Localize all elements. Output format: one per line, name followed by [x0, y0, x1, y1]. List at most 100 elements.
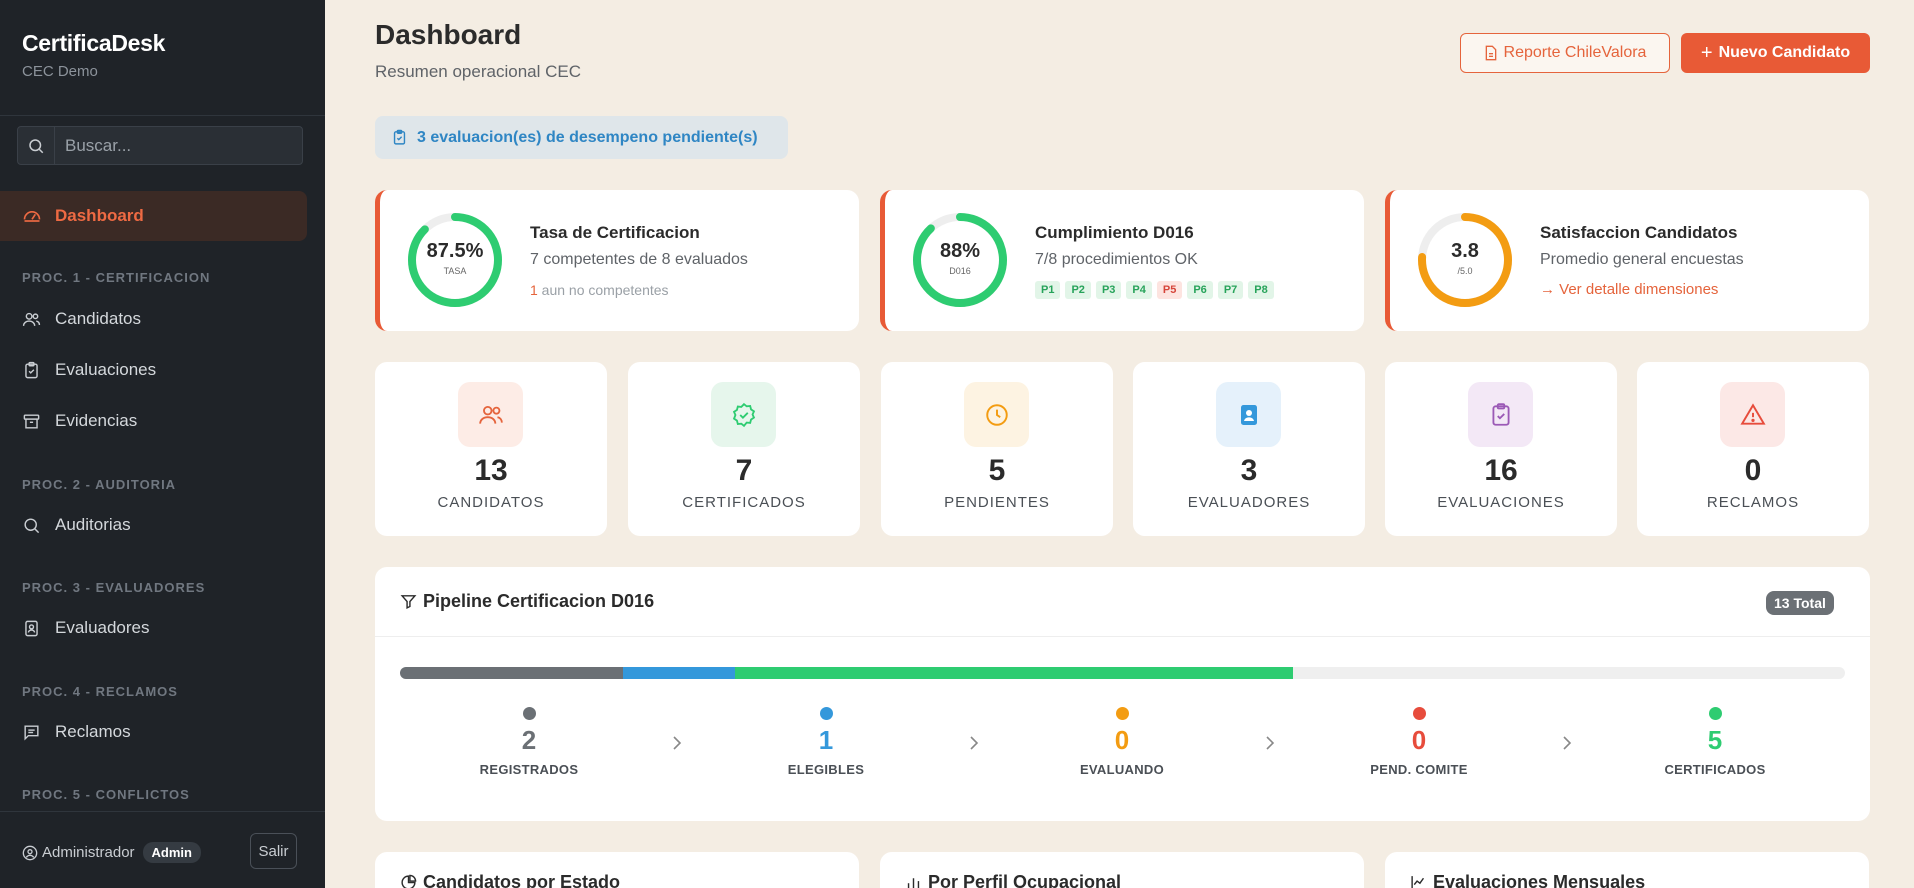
- stage-dot: [819, 707, 833, 720]
- card-perfil-ocupacional: Por Perfil Ocupacional: [880, 852, 1364, 888]
- kpi-title: Tasa de Certificacion: [530, 223, 700, 242]
- satisfaccion-value: 3.8: [1451, 240, 1479, 262]
- kpi-title: Satisfaccion Candidatos: [1540, 223, 1738, 242]
- sidebar-item-auditorias[interactable]: Auditorias: [22, 515, 131, 535]
- section-certificacion: PROC. 1 - CERTIFICACION: [22, 270, 211, 285]
- segment-certificados: [734, 667, 1293, 679]
- chip-p4[interactable]: P4: [1126, 281, 1152, 299]
- stage-value: 0: [1411, 725, 1427, 755]
- pipeline-header: Pipeline Certificacion D016 13 Total: [375, 567, 1870, 637]
- sidebar-item-label: Evidencias: [55, 411, 138, 430]
- stage-registrados[interactable]: 2 REGISTRADOS: [429, 707, 629, 777]
- stage-label: EVALUANDO: [1079, 762, 1165, 777]
- user-info: Administrador Admin: [22, 842, 201, 863]
- sidebar-item-evaluadores[interactable]: Evaluadores: [22, 618, 150, 638]
- sidebar-item-dashboard[interactable]: Dashboard: [0, 191, 307, 241]
- kpi-subtitle: Promedio general encuestas: [1540, 251, 1744, 268]
- chip-p5[interactable]: P5: [1156, 281, 1183, 299]
- tasa-value: 87.5%: [426, 240, 484, 262]
- stage-label: PEND. COMITE: [1370, 762, 1468, 777]
- pipeline-progress-bar: [400, 667, 1845, 679]
- stat-card-certificados[interactable]: 7 CERTIFICADOS: [628, 362, 860, 536]
- sidebar-item-evidencias[interactable]: Evidencias: [22, 411, 137, 431]
- pipeline-total-badge: 13 Total: [1766, 591, 1834, 615]
- sidebar-item-label: Evaluadores: [55, 618, 150, 637]
- stat-card-candidatos[interactable]: 13 CANDIDATOS: [375, 362, 607, 536]
- users-icon: [458, 382, 523, 447]
- pipeline-title: Pipeline Certificacion D016: [400, 591, 654, 612]
- badge-check-icon: [711, 382, 776, 447]
- kpi-card-d016: 88% D016 Cumplimiento D016 7/8 procedimi…: [880, 190, 1364, 331]
- stage-evaluando[interactable]: 0 EVALUANDO: [1022, 707, 1222, 777]
- sidebar-item-label: Reclamos: [55, 722, 131, 741]
- pending-alert[interactable]: 3 evaluacion(es) de desempeno pendiente(…: [375, 116, 788, 159]
- sidebar-item-label: Candidatos: [55, 309, 142, 328]
- report-button-label: Reporte ChileValora: [1503, 44, 1647, 61]
- stat-card-reclamos[interactable]: 0 RECLAMOS: [1637, 362, 1869, 536]
- chip-p8[interactable]: P8: [1248, 281, 1274, 299]
- archive-icon: [23, 413, 40, 429]
- stat-card-evaluadores[interactable]: 3 EVALUADORES: [1133, 362, 1365, 536]
- search-box: [17, 126, 303, 165]
- stat-label: EVALUADORES: [1187, 494, 1311, 511]
- chevron-right-icon: [970, 736, 979, 750]
- sidebar: CertificaDesk CEC Demo Dashboard PROC. 1…: [0, 0, 325, 888]
- d016-gauge-label: D016: [949, 266, 971, 276]
- chip-p2[interactable]: P2: [1065, 281, 1091, 299]
- sidebar-item-evaluaciones[interactable]: Evaluaciones: [22, 360, 156, 380]
- section-reclamos: PROC. 4 - RECLAMOS: [22, 684, 178, 699]
- sidebar-item-reclamos[interactable]: Reclamos: [22, 722, 131, 742]
- stat-value: 13: [474, 454, 508, 487]
- stat-card-evaluaciones[interactable]: 16 EVALUACIONES: [1385, 362, 1617, 536]
- chip-p7[interactable]: P7: [1217, 281, 1244, 299]
- clipboard-check-icon: [25, 361, 38, 378]
- card-title-text: Candidatos por Estado: [423, 872, 621, 888]
- section-conflictos: PROC. 5 - CONFLICTOS: [22, 787, 190, 802]
- stage-comite[interactable]: 0 PEND. COMITE: [1319, 707, 1519, 777]
- stat-value: 16: [1484, 454, 1518, 487]
- sidebar-item-candidatos[interactable]: Candidatos: [22, 309, 141, 329]
- logout-button[interactable]: Salir: [250, 833, 297, 869]
- stage-elegibles[interactable]: 1 ELEGIBLES: [726, 707, 926, 777]
- dimension-detail-link[interactable]: → Ver detalle dimensiones: [1540, 281, 1719, 298]
- card-title: Por Perfil Ocupacional: [905, 872, 1121, 888]
- stage-dot: [1412, 707, 1426, 720]
- users-icon: [22, 312, 41, 326]
- stat-card-pendientes[interactable]: 5 PENDIENTES: [881, 362, 1113, 536]
- role-badge: Admin: [142, 842, 201, 863]
- report-chilevalora-button[interactable]: Reporte ChileValora: [1460, 33, 1670, 73]
- chevron-right-icon: [673, 736, 682, 750]
- satisfaccion-gauge: 3.8 /5.0: [1417, 212, 1513, 308]
- clock-icon: [964, 382, 1029, 447]
- card-evaluaciones-mensuales: Evaluaciones Mensuales: [1385, 852, 1869, 888]
- stage-certificados[interactable]: 5 CERTIFICADOS: [1615, 707, 1815, 777]
- brand-title: CertificaDesk: [22, 30, 166, 56]
- chip-p6[interactable]: P6: [1187, 281, 1213, 299]
- sidebar-item-label: Auditorias: [55, 515, 131, 534]
- user-circle-icon: [22, 845, 38, 860]
- gauge-icon: [23, 211, 41, 222]
- page-title: Dashboard: [375, 19, 522, 50]
- stage-value: 5: [1707, 725, 1723, 755]
- sidebar-divider: [0, 115, 325, 116]
- file-icon: [1485, 45, 1496, 61]
- kpi-note: 1 aun no competentes: [530, 282, 669, 298]
- new-candidate-button[interactable]: + Nuevo Candidato: [1681, 33, 1870, 73]
- kpi-title: Cumplimiento D016: [1035, 223, 1194, 242]
- search-input[interactable]: [55, 127, 302, 164]
- kpi-subtitle: 7 competentes de 8 evaluados: [530, 251, 748, 268]
- chip-p3[interactable]: P3: [1095, 281, 1122, 299]
- id-badge-icon: [1216, 382, 1281, 447]
- search-icon: [24, 517, 40, 533]
- tasa-gauge: 87.5% TASA: [407, 212, 503, 308]
- stage-label: REGISTRADOS: [479, 762, 579, 777]
- stage-dot: [1115, 707, 1129, 720]
- chip-p1[interactable]: P1: [1035, 281, 1061, 299]
- card-title: Evaluaciones Mensuales: [1410, 872, 1645, 888]
- stage-label: ELEGIBLES: [787, 762, 865, 777]
- stat-label: RECLAMOS: [1706, 494, 1800, 511]
- stage-label: CERTIFICADOS: [1664, 762, 1766, 777]
- note-text: aun no competentes: [537, 282, 669, 298]
- stage-dot: [522, 707, 536, 720]
- plus-icon: +: [1700, 41, 1713, 64]
